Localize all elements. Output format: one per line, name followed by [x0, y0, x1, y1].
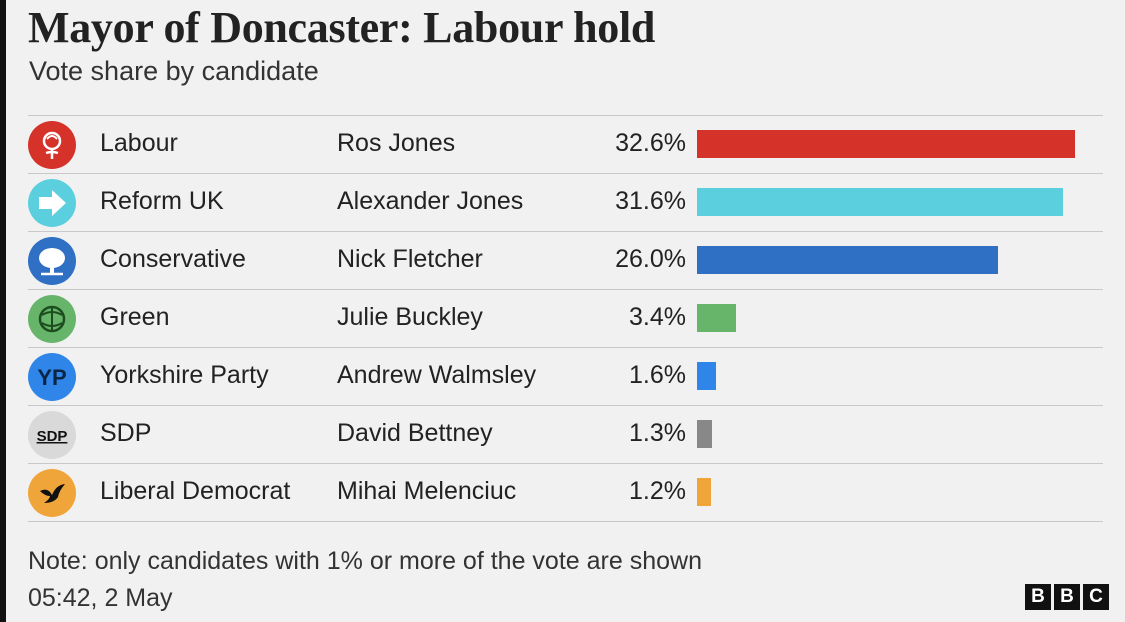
candidate-label: Andrew Walmsley: [337, 361, 537, 389]
conservative-tree-icon: [28, 237, 76, 285]
chart-row: YP Yorkshire Party Andrew Walmsley 1.6%: [0, 347, 1125, 405]
row-divider: [28, 405, 1103, 406]
bbc-logo-letter: B: [1054, 584, 1080, 610]
window-edge: [0, 0, 6, 622]
vote-share-label: 1.3%: [629, 419, 686, 447]
party-label: SDP: [100, 419, 152, 447]
row-divider: [28, 347, 1103, 348]
candidate-label: Ros Jones: [337, 129, 456, 157]
bbc-logo-letter: C: [1083, 584, 1109, 610]
row-divider: [28, 173, 1103, 174]
lib-dem-bird-icon: [28, 469, 76, 517]
chart-row: Labour Ros Jones 32.6%: [0, 115, 1125, 173]
vote-share-bar: [697, 304, 736, 332]
chart-row: Green Julie Buckley 3.4%: [0, 289, 1125, 347]
chart-row: SDP SDP David Bettney 1.3%: [0, 405, 1125, 463]
bbc-logo: B B C: [1025, 584, 1109, 610]
chart-title: Mayor of Doncaster: Labour hold: [28, 3, 656, 52]
vote-share-label: 3.4%: [629, 303, 686, 331]
vote-share-label: 32.6%: [615, 129, 686, 157]
chart-row: Liberal Democrat Mihai Melenciuc 1.2%: [0, 463, 1125, 521]
party-label: Green: [100, 303, 170, 331]
vote-share-label: 1.2%: [629, 477, 686, 505]
svg-text:YP: YP: [37, 365, 66, 390]
chart-row: Reform UK Alexander Jones 31.6%: [0, 173, 1125, 231]
row-divider: [28, 521, 1103, 522]
candidate-label: Mihai Melenciuc: [337, 477, 517, 505]
vote-share-label: 31.6%: [615, 187, 686, 215]
sdp-logo-icon: SDP: [28, 411, 76, 459]
vote-share-bar: [697, 478, 711, 506]
party-label: Reform UK: [100, 187, 224, 215]
chart-subtitle: Vote share by candidate: [29, 56, 319, 86]
labour-rose-icon: [28, 121, 76, 169]
chart-row: Conservative Nick Fletcher 26.0%: [0, 231, 1125, 289]
row-divider: [28, 115, 1103, 116]
green-globe-icon: [28, 295, 76, 343]
candidate-label: Alexander Jones: [337, 187, 524, 215]
yorkshire-party-icon: YP: [28, 353, 76, 401]
vote-share-bar: [697, 420, 712, 448]
vote-share-bar: [697, 130, 1075, 158]
vote-share-label: 26.0%: [615, 245, 686, 273]
party-label: Labour: [100, 129, 178, 157]
svg-text:SDP: SDP: [37, 428, 68, 445]
party-label: Conservative: [100, 245, 246, 273]
timestamp: 05:42, 2 May: [28, 584, 173, 612]
party-label: Yorkshire Party: [100, 361, 269, 389]
party-label: Liberal Democrat: [100, 477, 291, 505]
vote-share-bar: [697, 362, 716, 390]
vote-share-label: 1.6%: [629, 361, 686, 389]
candidate-label: David Bettney: [337, 419, 493, 447]
candidate-label: Nick Fletcher: [337, 245, 483, 273]
vote-share-bar: [697, 246, 998, 274]
bbc-logo-letter: B: [1025, 584, 1051, 610]
reform-arrow-icon: [28, 179, 76, 227]
row-divider: [28, 231, 1103, 232]
row-divider: [28, 463, 1103, 464]
vote-share-bar: [697, 188, 1063, 216]
row-divider: [28, 289, 1103, 290]
footnote: Note: only candidates with 1% or more of…: [28, 547, 702, 575]
candidate-label: Julie Buckley: [337, 303, 483, 331]
